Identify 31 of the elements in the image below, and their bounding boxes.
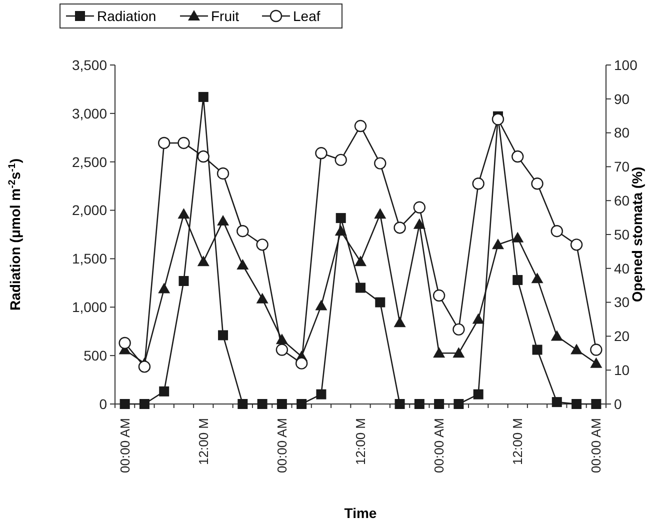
y2-tick-label: 20	[614, 328, 630, 344]
y2-tick-label: 80	[614, 124, 630, 141]
legend-label: Fruit	[211, 8, 240, 24]
y2-tick-label: 40	[614, 260, 630, 276]
x-tick-label: 00:00 AM	[432, 418, 447, 473]
y2-tick-label: 70	[614, 158, 630, 175]
y2-axis-title: Opened stomata (%)	[629, 166, 645, 302]
y2-tick-label: 30	[614, 294, 630, 310]
x-tick-label: 00:00 AM	[588, 418, 604, 473]
y2-tick-label: 10	[614, 362, 630, 378]
y2-tick-label: 50	[614, 226, 630, 242]
x-tick-label: 12:00 M	[196, 418, 211, 465]
y2-tick-label: 90	[614, 90, 630, 107]
x-tick-label: 00:00 AM	[117, 418, 132, 473]
y-tick-label: 500	[84, 347, 108, 364]
y-tick-label: 1,000	[72, 299, 108, 316]
y-tick-label: 3,000	[72, 105, 108, 122]
y-tick-label: 2,000	[72, 202, 108, 218]
legend-label: Leaf	[293, 8, 320, 24]
y-tick-label: 1,500	[72, 250, 108, 267]
x-axis-title: Time	[344, 505, 377, 521]
y-tick-label: 2,500	[72, 154, 108, 170]
y2-tick-label: 0	[614, 396, 622, 412]
y-tick-label: 3,500	[72, 56, 108, 73]
x-tick-label: 12:00 M	[353, 418, 368, 465]
y-tick-label: 0	[99, 396, 108, 412]
y2-tick-label: 60	[614, 192, 630, 208]
legend-label: Radiation	[97, 8, 156, 24]
x-tick-label: 00:00 AM	[274, 418, 290, 473]
x-tick-label: 12:00 M	[510, 418, 526, 465]
y2-tick-label: 100	[614, 56, 638, 73]
